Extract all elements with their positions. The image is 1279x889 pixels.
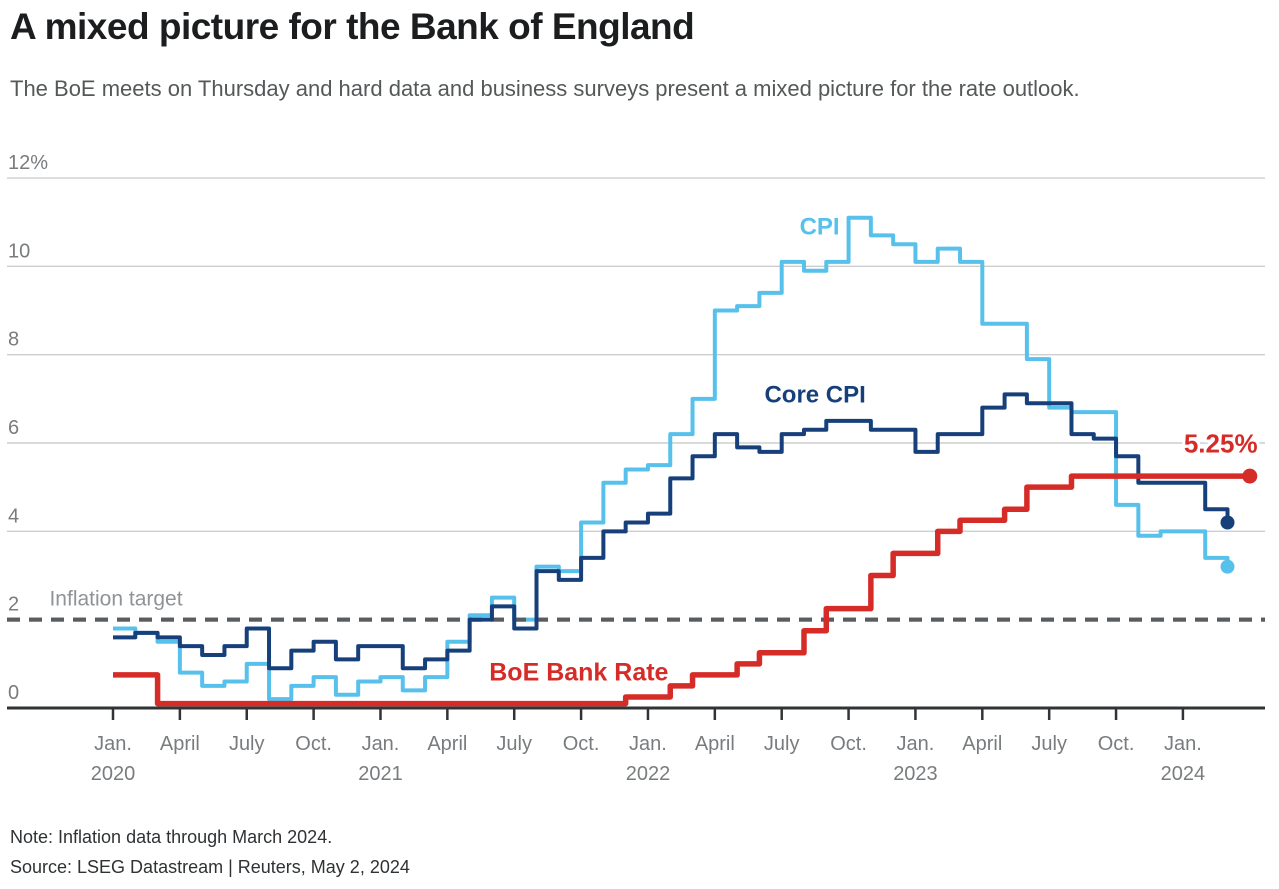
x-tick-month-label: July xyxy=(229,733,265,755)
bank_rate-label: BoE Bank Rate xyxy=(489,659,668,687)
x-tick-year-label: 2020 xyxy=(91,763,136,785)
x-tick-month-label: April xyxy=(962,733,1002,755)
x-tick-month-label: July xyxy=(764,733,800,755)
y-tick-label: 10 xyxy=(8,240,30,262)
page-title: A mixed picture for the Bank of England xyxy=(10,6,695,47)
x-tick-month-label: April xyxy=(160,733,200,755)
x-tick-month-label: April xyxy=(427,733,467,755)
bank_rate-end-dot xyxy=(1242,468,1258,484)
cpi-label: CPI xyxy=(800,214,840,241)
x-tick-month-label: Jan. xyxy=(1164,733,1202,755)
y-tick-label: 4 xyxy=(8,505,19,527)
y-tick-label: 12% xyxy=(8,152,48,174)
y-tick-label: 0 xyxy=(8,682,19,704)
page-subtitle: The BoE meets on Thursday and hard data … xyxy=(10,76,1080,101)
x-tick-year-label: 2023 xyxy=(893,763,938,785)
cpi-end-dot xyxy=(1220,559,1235,574)
x-tick-month-label: Jan. xyxy=(897,733,935,755)
y-tick-label: 8 xyxy=(8,329,19,351)
y-tick-label: 2 xyxy=(8,594,19,616)
x-tick-year-label: 2022 xyxy=(626,763,671,785)
x-tick-month-label: Oct. xyxy=(563,733,600,755)
core_cpi-label: Core CPI xyxy=(764,381,865,408)
x-tick-month-label: Jan. xyxy=(629,733,667,755)
core_cpi-end-dot xyxy=(1220,515,1235,530)
chart-source: Source: LSEG Datastream | Reuters, May 2… xyxy=(10,857,410,877)
x-tick-month-label: Jan. xyxy=(94,733,132,755)
y-tick-label: 6 xyxy=(8,417,19,439)
bank_rate-line xyxy=(113,473,1250,707)
cpi-line xyxy=(113,215,1230,702)
bank_rate-end-value-label: 5.25% xyxy=(1184,429,1258,459)
core_cpi-line xyxy=(113,392,1230,671)
x-tick-month-label: Oct. xyxy=(1098,733,1135,755)
x-tick-month-label: Oct. xyxy=(830,733,867,755)
x-tick-month-label: July xyxy=(1031,733,1067,755)
x-tick-year-label: 2024 xyxy=(1161,763,1206,785)
x-tick-year-label: 2021 xyxy=(358,763,403,785)
x-tick-month-label: April xyxy=(695,733,735,755)
x-tick-month-label: July xyxy=(496,733,532,755)
chart-note: Note: Inflation data through March 2024. xyxy=(10,827,333,847)
x-tick-month-label: Oct. xyxy=(295,733,332,755)
x-tick-month-label: Jan. xyxy=(362,733,400,755)
inflation-target-label: Inflation target xyxy=(49,588,182,611)
